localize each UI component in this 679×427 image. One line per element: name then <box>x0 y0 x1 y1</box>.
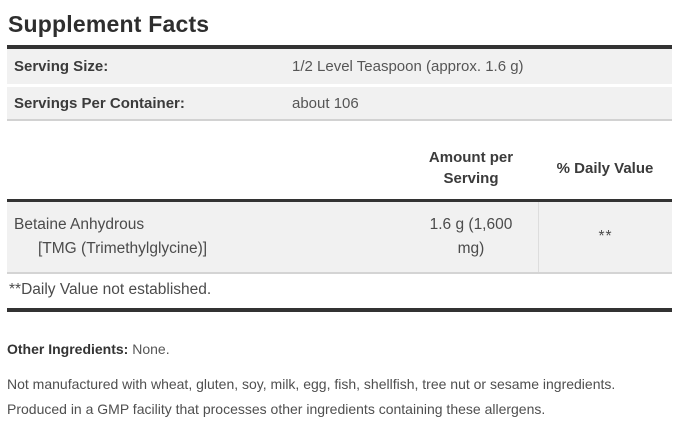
top-divider-bar <box>7 45 672 49</box>
header-divider-rule <box>7 199 672 202</box>
other-ingredients-line: Other Ingredients: None. <box>7 339 672 359</box>
other-ingredients-label: Other Ingredients: <box>7 341 129 357</box>
serving-size-row: Serving Size: 1/2 Level Teaspoon (approx… <box>7 49 672 84</box>
servings-per-container-row: Servings Per Container: about 106 <box>7 87 672 121</box>
nutrient-table-header: Amount per Serving % Daily Value <box>7 147 672 199</box>
daily-value-header: % Daily Value <box>556 159 654 177</box>
servings-per-container-value: about 106 <box>292 94 359 112</box>
allergen-note-line-1: Not manufactured with wheat, gluten, soy… <box>7 376 616 392</box>
supplement-facts-panel: Supplement Facts Serving Size: 1/2 Level… <box>0 9 679 422</box>
amount-per-serving-header-label: Amount per Serving <box>428 149 514 187</box>
bottom-divider-bar <box>7 308 672 312</box>
nutrient-name-cell: Betaine Anhydrous [TMG (Trimethylglycine… <box>7 202 380 272</box>
daily-value-footnote: **Daily Value not established. <box>9 281 212 298</box>
supplement-facts-card: Serving Size: 1/2 Level Teaspoon (approx… <box>7 45 672 422</box>
allergen-note: Not manufactured with wheat, gluten, soy… <box>7 372 672 422</box>
servings-per-container-label: Servings Per Container: <box>14 94 185 112</box>
page-title: Supplement Facts <box>8 11 210 37</box>
allergen-note-line-2: Produced in a GMP facility that processe… <box>7 401 546 417</box>
serving-size-value: 1/2 Level Teaspoon (approx. 1.6 g) <box>292 58 524 75</box>
nutrient-amount-cell: 1.6 g (1,600 mg) <box>380 202 538 272</box>
serving-size-label: Serving Size: <box>14 58 109 75</box>
table-row: Betaine Anhydrous [TMG (Trimethylglycine… <box>7 202 672 274</box>
amount-per-serving-header: Amount per Serving <box>380 147 538 189</box>
other-ingredients-value: None. <box>132 341 170 357</box>
nutrient-amount-value: 1.6 g (1,600 mg) <box>429 216 513 257</box>
nutrient-name-sub: [TMG (Trimethylglycine)] <box>38 240 208 257</box>
nutrient-daily-value-cell: ** <box>538 202 672 272</box>
nutrient-name: Betaine Anhydrous <box>14 216 145 233</box>
